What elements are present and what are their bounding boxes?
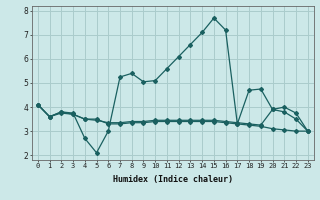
- X-axis label: Humidex (Indice chaleur): Humidex (Indice chaleur): [113, 175, 233, 184]
